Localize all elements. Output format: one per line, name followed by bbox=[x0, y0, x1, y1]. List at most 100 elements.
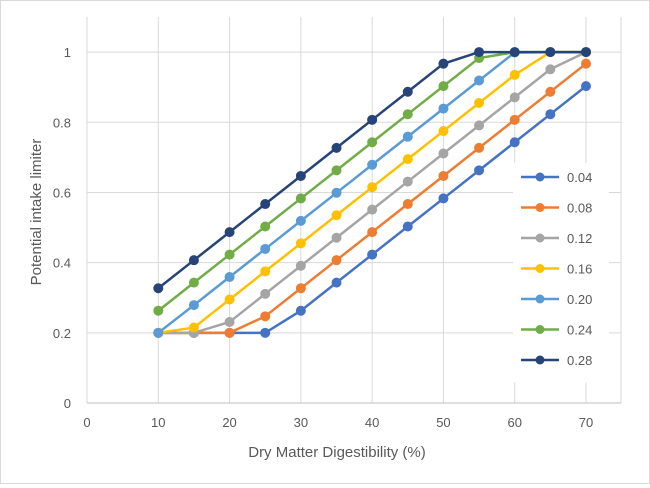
data-point bbox=[438, 193, 449, 204]
data-point bbox=[224, 249, 235, 260]
data-point bbox=[474, 165, 485, 176]
data-point bbox=[295, 260, 306, 271]
data-point bbox=[509, 92, 520, 103]
data-point bbox=[545, 86, 556, 97]
data-point bbox=[402, 221, 413, 232]
data-point bbox=[402, 131, 413, 142]
legend-item: 0.24 bbox=[521, 323, 592, 338]
data-point bbox=[438, 81, 449, 92]
legend-swatch-marker bbox=[535, 355, 545, 365]
data-point bbox=[224, 327, 235, 338]
data-point bbox=[260, 288, 271, 299]
x-tick-label: 50 bbox=[436, 415, 450, 430]
data-point bbox=[438, 58, 449, 69]
data-point bbox=[402, 199, 413, 210]
legend-swatch-marker bbox=[535, 203, 545, 212]
data-point bbox=[438, 170, 449, 181]
data-point bbox=[295, 305, 306, 316]
data-point bbox=[295, 238, 306, 249]
y-tick-label: 0.8 bbox=[53, 115, 71, 130]
data-point bbox=[331, 210, 342, 221]
data-point bbox=[474, 120, 485, 131]
data-point bbox=[509, 137, 520, 148]
data-point bbox=[295, 193, 306, 204]
data-point bbox=[153, 327, 164, 338]
x-axis-title: Dry Matter Digestibility (%) bbox=[248, 444, 426, 461]
data-point bbox=[331, 165, 342, 176]
data-point bbox=[260, 221, 271, 232]
x-tick-label: 20 bbox=[222, 415, 236, 430]
data-point bbox=[295, 283, 306, 294]
series-0.16 bbox=[153, 47, 591, 338]
data-point bbox=[260, 199, 271, 210]
data-point bbox=[153, 305, 164, 316]
data-point bbox=[474, 75, 485, 86]
data-point bbox=[474, 47, 485, 58]
legend-item: 0.28 bbox=[521, 353, 592, 368]
legend-label: 0.28 bbox=[567, 353, 592, 368]
legend-label: 0.16 bbox=[567, 262, 592, 277]
data-point bbox=[188, 277, 199, 288]
legend-item: 0.16 bbox=[521, 262, 592, 277]
data-point bbox=[331, 277, 342, 288]
data-point bbox=[260, 266, 271, 277]
x-tick-label: 30 bbox=[294, 415, 308, 430]
series-layer bbox=[153, 47, 591, 338]
data-point bbox=[224, 294, 235, 305]
data-point bbox=[367, 249, 378, 260]
data-point bbox=[367, 227, 378, 238]
data-point bbox=[224, 227, 235, 238]
data-point bbox=[331, 142, 342, 153]
data-point bbox=[509, 114, 520, 125]
x-tick-label: 40 bbox=[365, 415, 379, 430]
data-point bbox=[224, 272, 235, 283]
data-point bbox=[260, 243, 271, 254]
data-point bbox=[581, 58, 591, 69]
legend-label: 0.08 bbox=[567, 201, 592, 216]
y-tick-label: 1 bbox=[64, 45, 71, 60]
legend-swatch-marker bbox=[535, 325, 545, 334]
legend-swatch-marker bbox=[535, 172, 545, 182]
legend-swatch-marker bbox=[535, 264, 545, 273]
data-point bbox=[474, 142, 485, 153]
legend-label: 0.24 bbox=[567, 323, 592, 338]
x-tick-label: 10 bbox=[151, 415, 165, 430]
legend-item: 0.12 bbox=[521, 231, 592, 246]
data-point bbox=[545, 64, 556, 75]
legend-swatch-marker bbox=[535, 233, 545, 243]
data-point bbox=[367, 159, 378, 170]
y-tick-label: 0 bbox=[64, 396, 71, 411]
data-point bbox=[331, 255, 342, 266]
data-point bbox=[260, 327, 271, 338]
data-point bbox=[331, 232, 342, 243]
data-point bbox=[260, 311, 271, 322]
x-tick-label: 60 bbox=[507, 415, 521, 430]
data-point bbox=[295, 215, 306, 226]
data-point bbox=[438, 148, 449, 159]
data-point bbox=[188, 300, 199, 311]
x-tick-label: 70 bbox=[579, 415, 593, 430]
data-point bbox=[367, 137, 378, 148]
y-axis-title: Potential intake limiter bbox=[28, 139, 45, 286]
data-point bbox=[545, 47, 556, 58]
legend-label: 0.04 bbox=[567, 170, 592, 185]
data-point bbox=[331, 187, 342, 198]
data-point bbox=[509, 47, 520, 58]
data-point bbox=[295, 170, 306, 181]
axes: 00.20.40.60.810 10 20 30 40 50 60 70 bbox=[53, 45, 621, 430]
legend-item: 0.08 bbox=[521, 201, 592, 216]
legend-label: 0.12 bbox=[567, 231, 592, 246]
data-point bbox=[402, 109, 413, 120]
y-tick-label: 0.6 bbox=[53, 185, 71, 200]
data-point bbox=[153, 283, 164, 294]
data-point bbox=[188, 255, 199, 266]
series-0.28 bbox=[153, 47, 591, 294]
y-tick-label: 0.2 bbox=[53, 326, 71, 341]
data-point bbox=[438, 103, 449, 114]
x-tick-label: 0 bbox=[83, 415, 90, 430]
data-point bbox=[188, 322, 199, 333]
data-point bbox=[509, 69, 520, 80]
legend: 0.04 0.08 0.12 0.16 0.20 0.24 0.28 bbox=[513, 163, 609, 383]
data-point bbox=[545, 109, 556, 120]
